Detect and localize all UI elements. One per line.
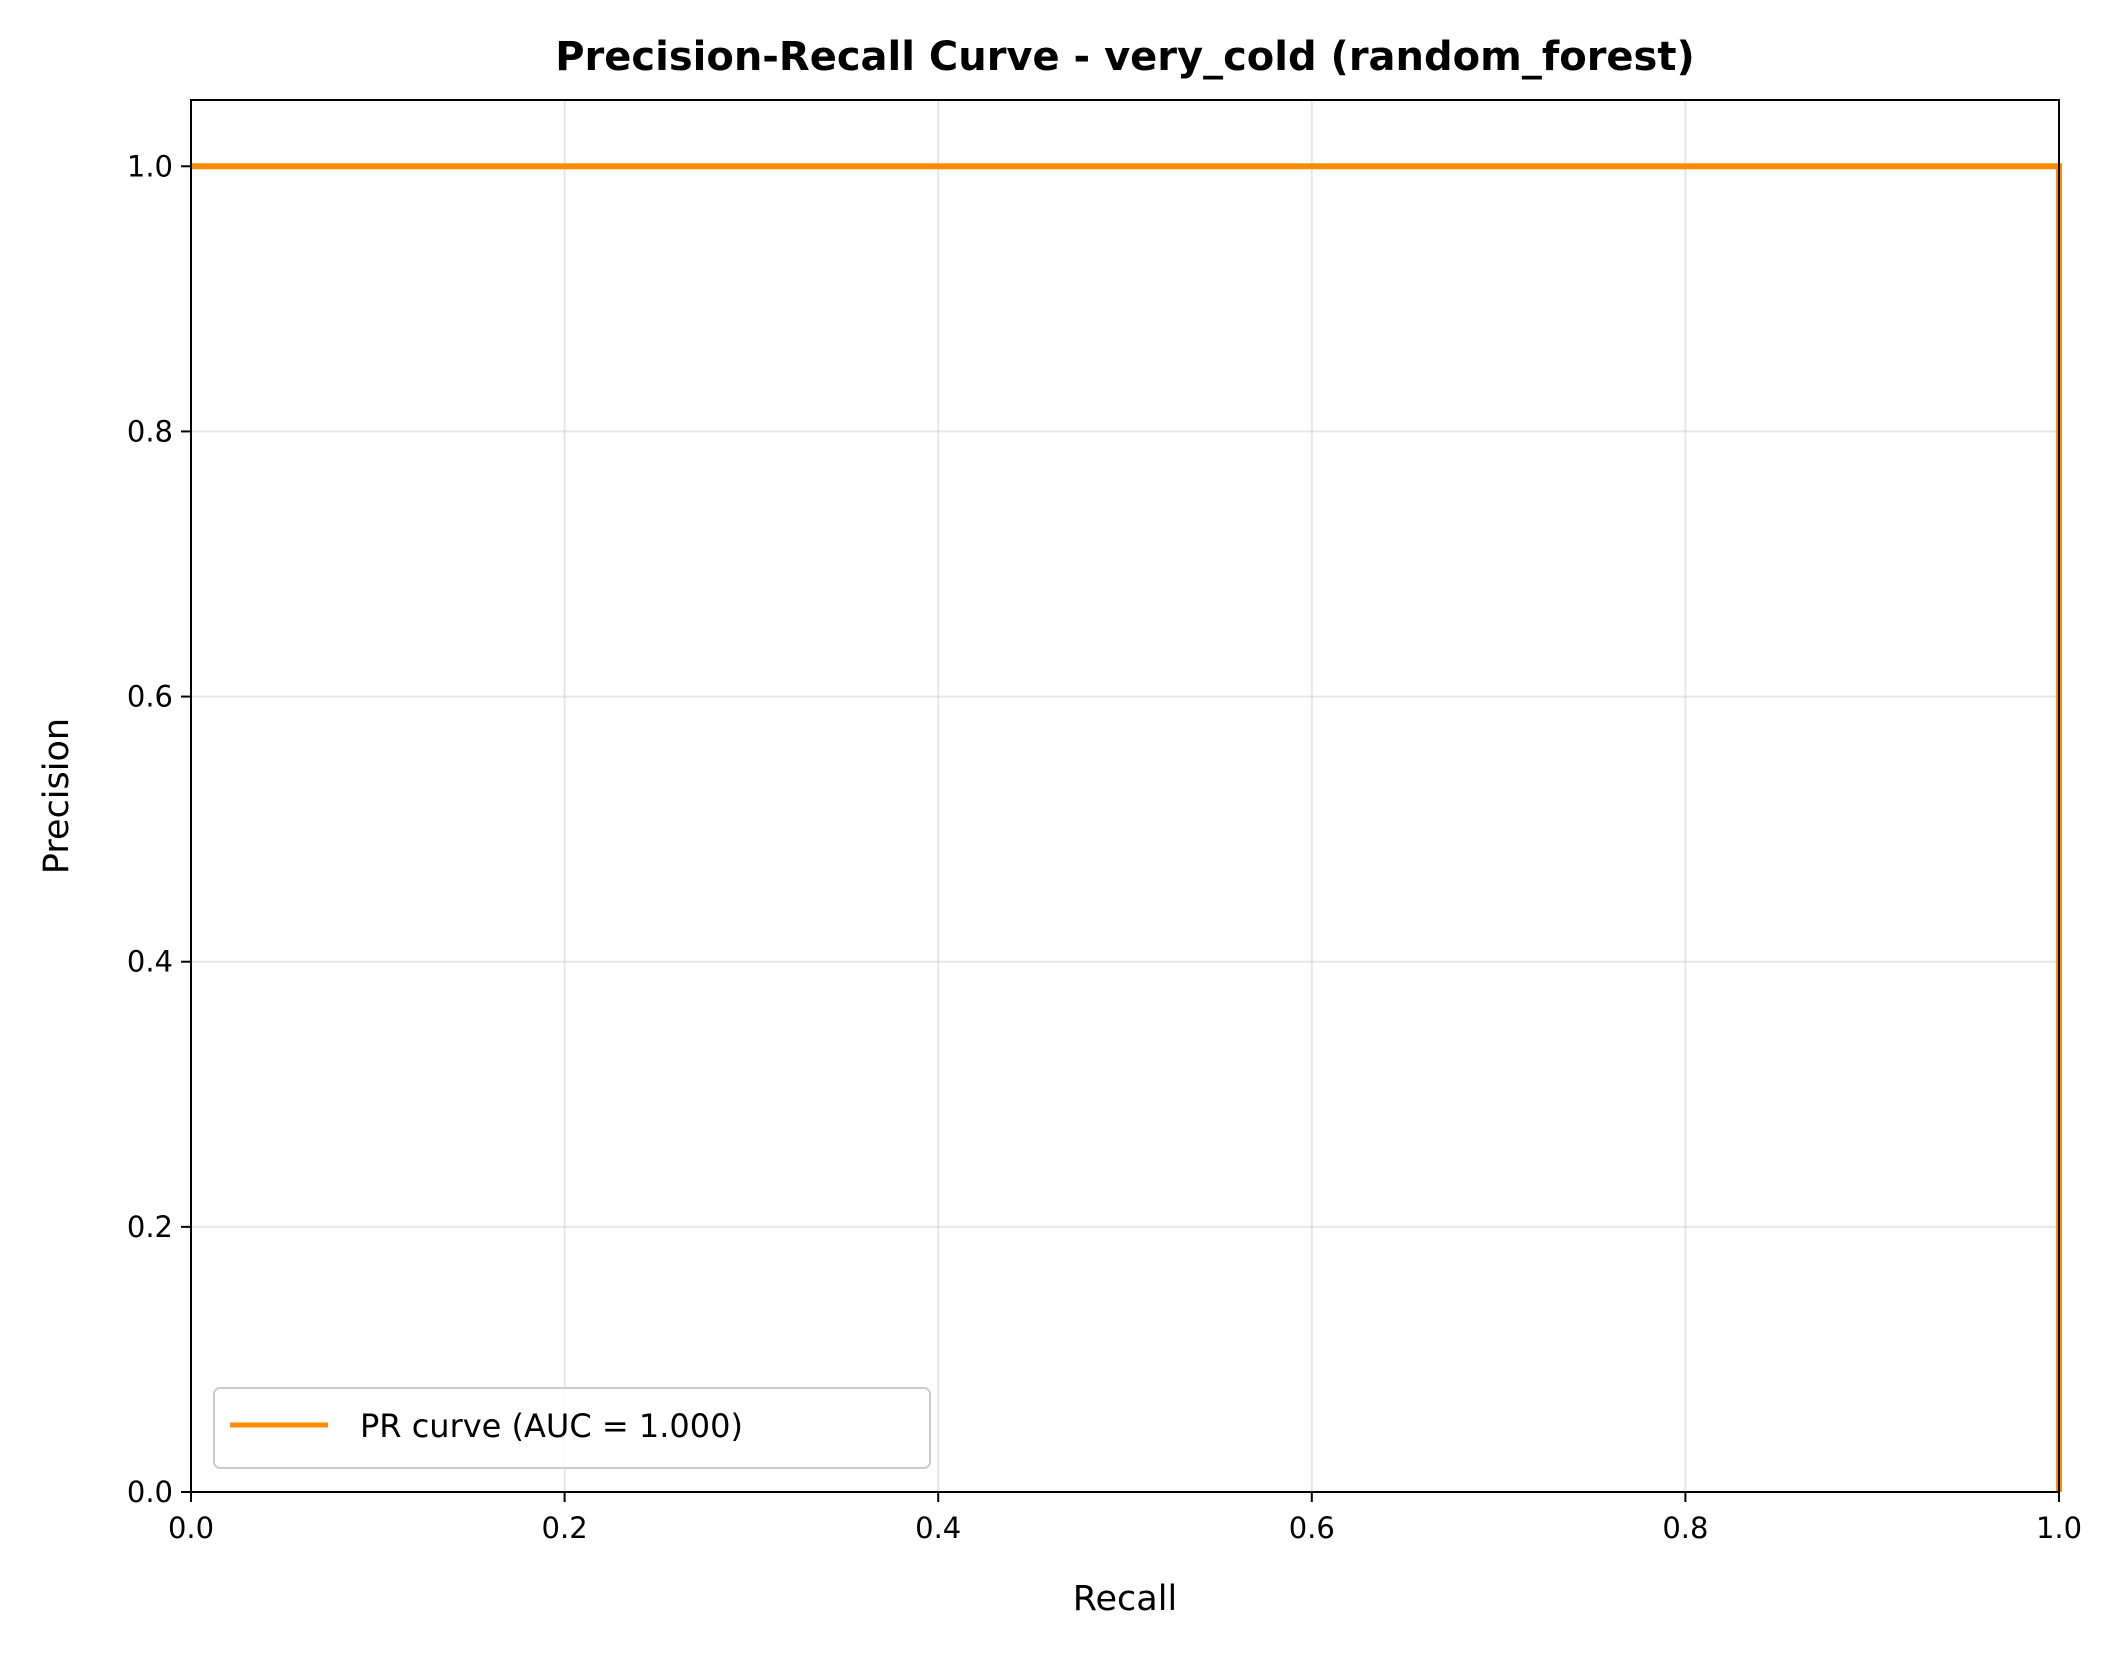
y-tick-label: 0.0: [127, 1475, 173, 1509]
legend: PR curve (AUC = 1.000): [213, 1387, 931, 1469]
x-tick-label: 0.0: [168, 1511, 214, 1545]
y-tick-label: 0.8: [127, 414, 173, 448]
y-tick-label: 0.4: [127, 945, 173, 979]
legend-label: PR curve (AUC = 1.000): [360, 1407, 743, 1445]
x-tick-label: 0.6: [1289, 1511, 1335, 1545]
x-axis-label: Recall: [1073, 1579, 1177, 1619]
y-tick-label: 0.6: [127, 680, 173, 714]
plot-frame: [190, 99, 2060, 1493]
grid-layer: [190, 100, 2060, 1493]
y-tick-label: 1.0: [127, 149, 173, 183]
x-tick-label: 0.4: [915, 1511, 961, 1545]
x-tick-label: 1.0: [2036, 1511, 2082, 1545]
chart-title: Precision-Recall Curve - very_cold (rand…: [555, 34, 1695, 80]
x-tick-label: 0.8: [1662, 1511, 1708, 1545]
tick-layer: 0.0 0.2 0.4 0.6 0.8 1.0 0.0 0.2 0.4 0.6 0.8 1.0: [127, 149, 2082, 1545]
x-tick-label: 0.2: [542, 1511, 588, 1545]
y-tick-label: 0.2: [127, 1210, 173, 1244]
legend-box: [213, 1387, 931, 1469]
y-axis-label: Precision: [37, 718, 77, 874]
